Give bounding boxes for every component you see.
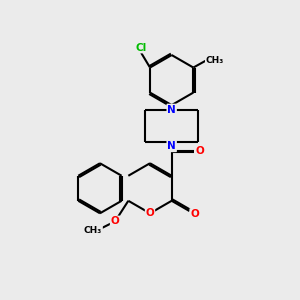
Text: N: N	[167, 104, 176, 115]
Text: Cl: Cl	[136, 43, 147, 52]
Text: O: O	[196, 146, 205, 156]
Text: CH₃: CH₃	[206, 56, 224, 65]
Text: O: O	[146, 208, 154, 218]
Text: N: N	[167, 141, 176, 151]
Text: O: O	[190, 209, 199, 219]
Text: O: O	[111, 216, 119, 226]
Text: CH₃: CH₃	[84, 226, 102, 235]
